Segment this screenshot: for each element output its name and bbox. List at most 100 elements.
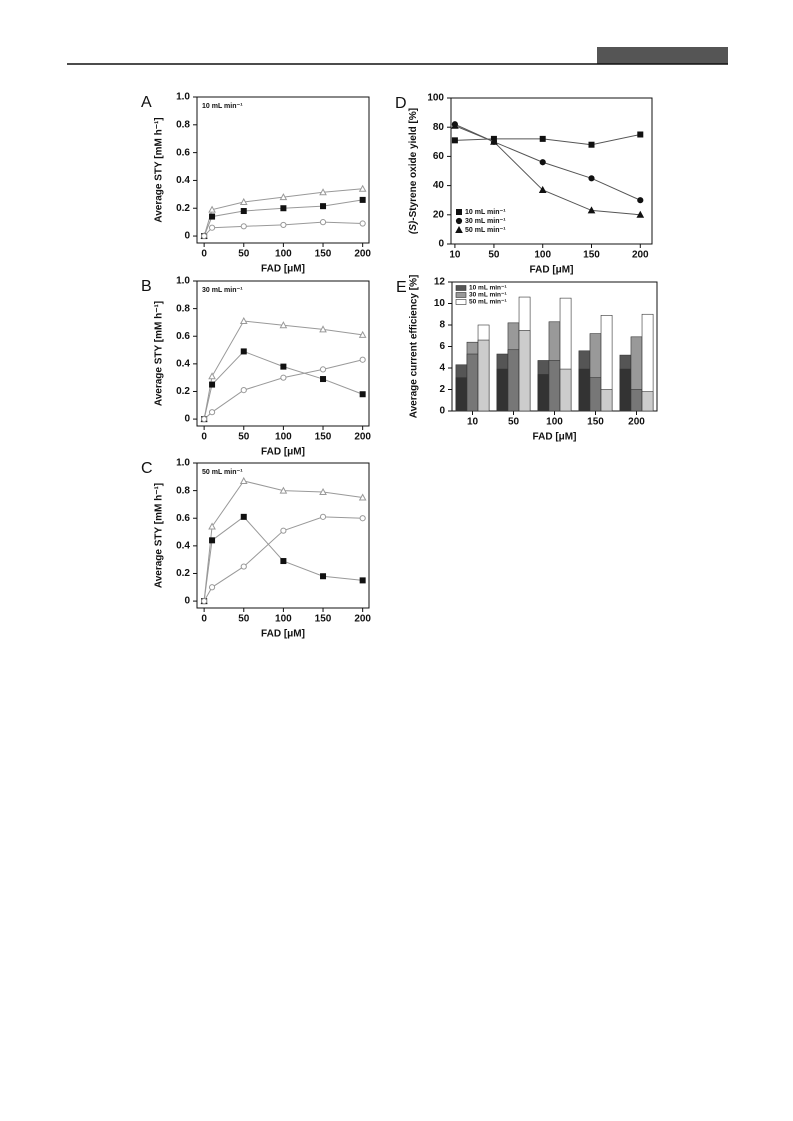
- marker: [280, 205, 287, 212]
- marker: [201, 415, 208, 423]
- marker: [208, 224, 216, 231]
- marker: [209, 213, 216, 220]
- marker: [588, 141, 595, 148]
- marker: [539, 135, 546, 142]
- marker: [359, 577, 366, 584]
- y-tick-label: 60: [433, 151, 445, 162]
- legend-label: 50 mL min⁻¹: [469, 299, 507, 306]
- x-tick-label: 200: [354, 614, 371, 625]
- marker: [490, 137, 498, 145]
- marker: [279, 486, 288, 494]
- marker: [637, 197, 644, 204]
- legend-label: 30 mL min⁻¹: [465, 218, 506, 225]
- panel-letter: B: [141, 278, 152, 295]
- y-tick-label: 1.0: [176, 458, 190, 469]
- marker: [208, 372, 216, 380]
- x-tick-label: 100: [275, 432, 292, 443]
- legend-marker: [455, 225, 463, 233]
- annotation: 30 mL min⁻¹: [202, 287, 243, 294]
- x-tick-label: 100: [275, 249, 292, 260]
- marker: [319, 513, 327, 520]
- y-tick-label: 0: [184, 414, 190, 425]
- marker: [209, 381, 216, 388]
- marker: [359, 356, 366, 363]
- marker: [451, 121, 459, 129]
- marker: [239, 476, 248, 484]
- marker: [208, 522, 216, 530]
- header-bar: [597, 47, 728, 64]
- x-tick-label: 100: [275, 614, 292, 625]
- y-tick-label: 0: [438, 239, 444, 250]
- x-tick-label: 150: [587, 417, 604, 428]
- marker: [279, 193, 288, 201]
- y-tick-label: 0.2: [176, 386, 190, 397]
- y-tick-label: 0: [184, 231, 190, 242]
- y-tick-label: 40: [433, 180, 445, 191]
- marker: [240, 348, 247, 355]
- y-tick-label: 0.6: [176, 513, 190, 524]
- legend-label: 10 mL min⁻¹: [465, 209, 506, 216]
- plot-frame: [196, 462, 370, 609]
- panel-letter: E: [396, 279, 407, 296]
- legend-marker: [456, 209, 462, 215]
- panel-letter: A: [141, 94, 152, 111]
- marker: [240, 386, 247, 394]
- bar-inner: [507, 349, 520, 412]
- y-tick-label: 0.2: [176, 203, 190, 214]
- annotation: 10 mL min⁻¹: [202, 103, 243, 110]
- series-line: [203, 350, 363, 420]
- x-tick-label: 150: [315, 614, 332, 625]
- plot-frame: [450, 97, 653, 245]
- y-tick-label: 1.0: [176, 92, 190, 103]
- x-axis-label: FAD [μM]: [261, 447, 305, 458]
- marker: [319, 219, 327, 226]
- marker: [538, 185, 547, 193]
- marker: [280, 527, 287, 534]
- marker: [636, 210, 645, 218]
- marker: [319, 366, 327, 373]
- x-tick-label: 150: [583, 250, 600, 261]
- marker: [358, 184, 367, 192]
- legend-label: 10 mL min⁻¹: [469, 285, 507, 292]
- x-tick-label: 150: [315, 432, 332, 443]
- legend-swatch: [455, 292, 467, 298]
- x-axis-label: FAD [μM]: [261, 629, 305, 640]
- x-tick-label: 50: [508, 417, 520, 428]
- marker: [208, 409, 216, 416]
- y-axis-label: Average current efficiency [%]: [409, 275, 420, 419]
- marker: [320, 573, 327, 580]
- legend-marker: [455, 217, 463, 225]
- x-tick-label: 50: [488, 250, 500, 261]
- y-tick-label: 6: [439, 341, 445, 352]
- marker: [358, 330, 367, 338]
- y-tick-label: 0: [439, 406, 445, 417]
- marker: [359, 391, 366, 398]
- legend-swatch: [455, 299, 467, 305]
- marker: [359, 220, 366, 227]
- bar-inner: [589, 377, 602, 412]
- y-axis-label: (S)-Styrene oxide yield [%]: [408, 108, 419, 234]
- marker: [239, 317, 248, 325]
- y-axis-label: Average STY [mM h⁻¹]: [154, 483, 165, 588]
- series-line: [203, 516, 363, 602]
- y-tick-label: 2: [439, 384, 445, 395]
- marker: [320, 376, 327, 383]
- y-tick-label: 80: [433, 122, 445, 133]
- marker: [208, 205, 216, 213]
- y-tick-label: 0.6: [176, 331, 190, 342]
- y-axis-label-italic: (S): [408, 220, 419, 234]
- x-tick-label: 10: [467, 417, 479, 428]
- y-tick-label: 0.8: [176, 303, 190, 314]
- y-axis-label: Average STY [mM h⁻¹]: [154, 301, 165, 406]
- marker: [208, 584, 216, 591]
- bar-inner: [600, 389, 613, 412]
- marker: [637, 131, 644, 138]
- marker: [539, 159, 546, 166]
- x-tick-label: 10: [449, 250, 461, 261]
- marker: [587, 206, 596, 214]
- bar-inner: [619, 368, 632, 412]
- marker: [320, 203, 327, 210]
- y-tick-label: 10: [434, 298, 446, 309]
- x-tick-label: 200: [354, 249, 371, 260]
